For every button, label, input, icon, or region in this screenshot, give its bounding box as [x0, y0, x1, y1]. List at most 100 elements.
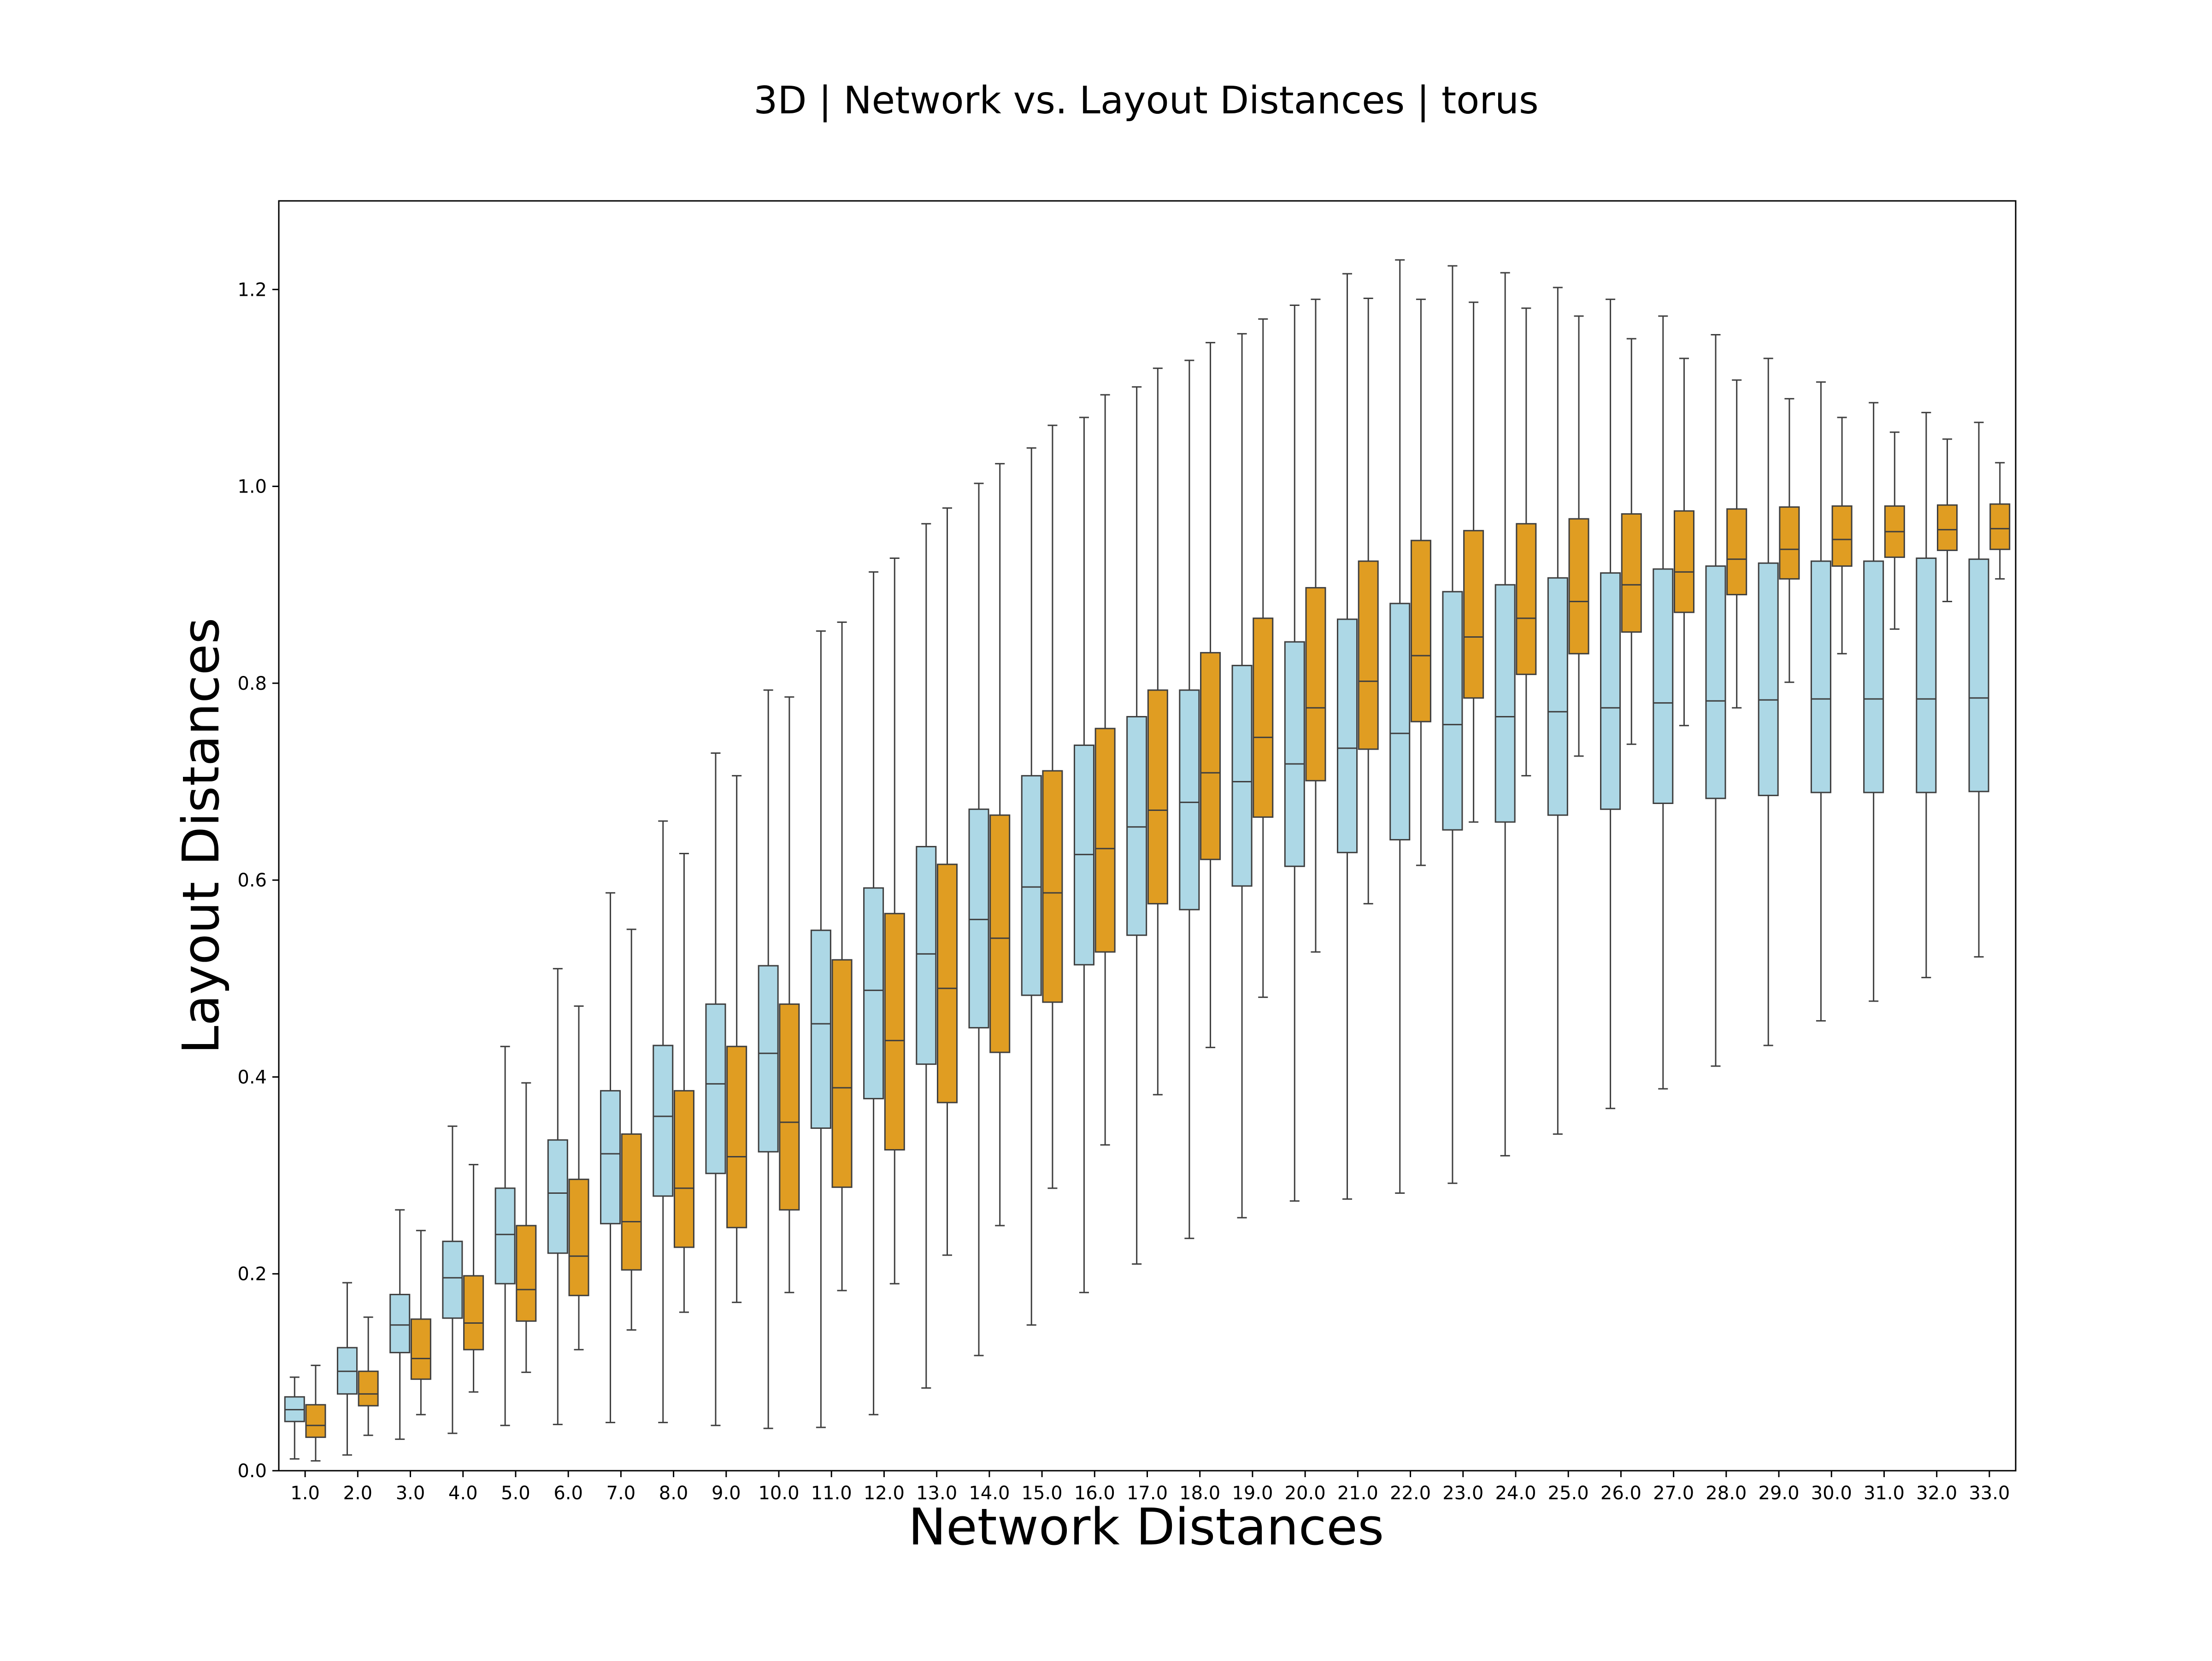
- x-tick-label: 29.0: [1759, 1483, 1800, 1504]
- box-body: [1094, 728, 1116, 953]
- chart-title: 3D | Network vs. Layout Distances | toru…: [753, 79, 1538, 123]
- y-tick-label: 1.0: [237, 476, 267, 498]
- box-body: [758, 965, 779, 1153]
- box-body: [1253, 617, 1274, 818]
- box-body: [673, 1090, 694, 1248]
- x-tick-label: 1.0: [290, 1483, 320, 1504]
- box: [1410, 299, 1431, 866]
- box: [810, 630, 831, 1428]
- x-tick-label: 14.0: [969, 1483, 1010, 1504]
- x-tick-label: 20.0: [1285, 1483, 1326, 1504]
- plot-content: [284, 259, 2011, 1462]
- box: [621, 928, 642, 1331]
- box: [1673, 358, 1694, 727]
- box: [1863, 402, 1884, 1002]
- box-body: [621, 1133, 642, 1271]
- x-axis: 1.0 2.0 3.0 4.0 5.0 6.0 7.0 8.0 9.0 10.0 11.0 12.0 1…: [290, 1471, 2010, 1504]
- box: [1989, 462, 2011, 580]
- box: [568, 1005, 589, 1350]
- box-body: [305, 1404, 326, 1438]
- box: [1126, 386, 1147, 1265]
- box: [936, 507, 958, 1256]
- x-tick-label: 18.0: [1179, 1483, 1220, 1504]
- box: [884, 558, 905, 1285]
- box-body: [547, 1139, 568, 1254]
- box-body: [1831, 505, 1853, 567]
- y-tick-label: 0.2: [237, 1264, 267, 1285]
- box-body: [989, 814, 1011, 1053]
- box: [442, 1125, 463, 1434]
- y-axis-label: Layout Distances: [171, 617, 230, 1054]
- box-body: [1937, 504, 1958, 551]
- box: [1937, 438, 1958, 603]
- y-tick-label: 0.8: [237, 673, 267, 694]
- box: [284, 1376, 305, 1460]
- box-body: [389, 1294, 411, 1354]
- x-tick-label: 24.0: [1495, 1483, 1536, 1504]
- box: [779, 696, 800, 1293]
- box-body: [653, 1045, 674, 1197]
- x-tick-label: 13.0: [916, 1483, 957, 1504]
- x-tick-label: 10.0: [758, 1483, 799, 1504]
- box: [1779, 398, 1800, 683]
- box-body: [1568, 518, 1589, 655]
- x-tick-label: 2.0: [343, 1483, 373, 1504]
- box-body: [810, 929, 831, 1129]
- box-body: [968, 808, 989, 1029]
- series-2: [305, 298, 2011, 1462]
- x-axis-label: Network Distances: [908, 1497, 1384, 1556]
- box-body: [1442, 591, 1463, 831]
- box: [1021, 447, 1042, 1326]
- box-body: [1179, 689, 1200, 910]
- box-body: [779, 1003, 800, 1211]
- box: [1179, 359, 1200, 1239]
- box: [1547, 287, 1568, 1135]
- box: [1073, 417, 1094, 1293]
- box-body: [1389, 603, 1411, 841]
- box: [1147, 367, 1168, 1096]
- x-tick-label: 28.0: [1706, 1483, 1747, 1504]
- box: [758, 689, 779, 1429]
- box: [1810, 381, 1831, 1022]
- x-tick-label: 32.0: [1916, 1483, 1957, 1504]
- box-body: [1916, 558, 1937, 793]
- x-tick-label: 5.0: [501, 1483, 530, 1504]
- x-tick-label: 22.0: [1390, 1483, 1431, 1504]
- box: [600, 892, 621, 1423]
- box-body: [936, 863, 958, 1103]
- box: [1336, 273, 1358, 1200]
- x-tick-label: 26.0: [1600, 1483, 1641, 1504]
- box: [1231, 333, 1253, 1219]
- box-body: [1494, 584, 1516, 823]
- x-tick-label: 30.0: [1811, 1483, 1852, 1504]
- box-body: [1968, 558, 1989, 792]
- x-tick-label: 21.0: [1337, 1483, 1378, 1504]
- box: [968, 482, 989, 1356]
- box-body: [831, 959, 853, 1188]
- box: [1094, 394, 1116, 1146]
- box-body: [863, 887, 884, 1099]
- box: [336, 1282, 358, 1456]
- x-tick-label: 19.0: [1232, 1483, 1273, 1504]
- y-tick-label: 1.2: [237, 279, 267, 300]
- box-body: [1516, 523, 1537, 675]
- x-tick-label: 25.0: [1548, 1483, 1589, 1504]
- box-body: [358, 1370, 379, 1407]
- box-body: [884, 913, 905, 1151]
- box-body: [1547, 577, 1568, 816]
- box-body: [442, 1240, 463, 1319]
- box-body: [705, 1003, 726, 1174]
- box-body: [1673, 510, 1694, 613]
- box: [1726, 379, 1747, 709]
- box-body: [1200, 652, 1221, 860]
- x-tick-label: 6.0: [553, 1483, 583, 1504]
- box: [1442, 265, 1463, 1184]
- box: [305, 1364, 326, 1462]
- box-body: [1042, 770, 1063, 1003]
- x-tick-label: 4.0: [448, 1483, 478, 1504]
- box-body: [1410, 540, 1431, 722]
- box: [1600, 299, 1621, 1109]
- box: [705, 752, 726, 1426]
- x-tick-label: 8.0: [659, 1483, 688, 1504]
- box: [726, 775, 747, 1303]
